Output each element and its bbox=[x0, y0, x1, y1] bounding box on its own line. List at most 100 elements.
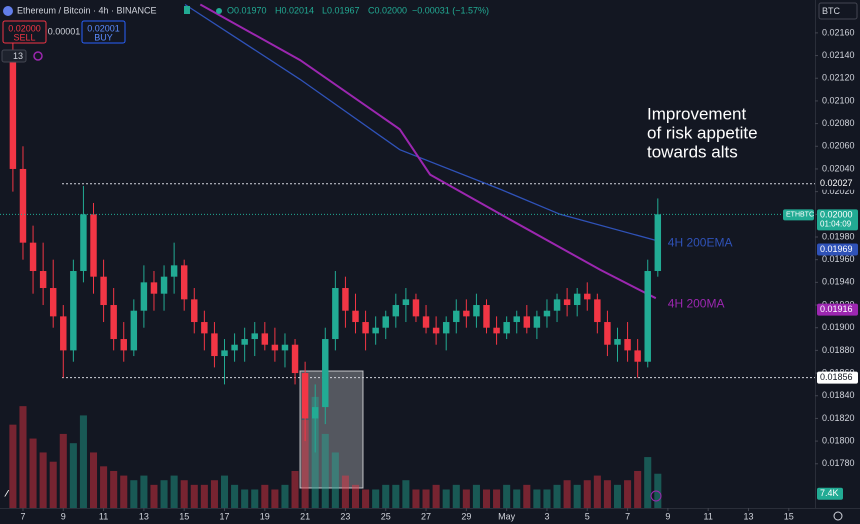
ohlc-high: H0.02014 bbox=[275, 5, 314, 15]
candle-body bbox=[251, 333, 258, 340]
buy-price: 0.02001 bbox=[87, 23, 120, 33]
volume-bar bbox=[19, 406, 27, 508]
indicator-count: 13 bbox=[13, 51, 23, 61]
candle-body bbox=[563, 299, 571, 306]
moving-average-line bbox=[184, 3, 656, 242]
volume-bar bbox=[362, 489, 370, 508]
y-tick-label: 0.02080 bbox=[822, 118, 855, 128]
candle-body bbox=[80, 214, 87, 272]
alert-icon[interactable] bbox=[650, 490, 662, 502]
price-tag bbox=[817, 371, 858, 384]
candle-body bbox=[110, 305, 117, 340]
volume-bar bbox=[281, 484, 289, 508]
y-tick-label: 0.02100 bbox=[822, 95, 855, 105]
volume-bar bbox=[503, 484, 511, 508]
volume-bar bbox=[493, 489, 501, 508]
y-tick-label: 0.01840 bbox=[822, 390, 855, 400]
y-tick-label: 0.02160 bbox=[822, 27, 855, 37]
candle-body bbox=[191, 299, 198, 323]
candle-body bbox=[624, 339, 631, 351]
x-tick-label: 13 bbox=[139, 511, 149, 521]
candle-body bbox=[573, 293, 581, 306]
x-tick-label: 15 bbox=[784, 511, 794, 521]
annotation: towards alts bbox=[647, 142, 738, 161]
indicator-toggle[interactable] bbox=[1, 49, 27, 63]
settings-icon[interactable] bbox=[833, 511, 843, 521]
candle-body bbox=[584, 293, 591, 300]
candle-body bbox=[39, 271, 47, 289]
x-tick-label: 7 bbox=[20, 511, 25, 521]
price-tag-label: 0.01969 bbox=[820, 244, 853, 254]
candle-body bbox=[160, 276, 168, 294]
volume-bar bbox=[160, 480, 168, 508]
x-tick-label: 15 bbox=[179, 511, 189, 521]
x-tick-label: 29 bbox=[461, 511, 471, 521]
countdown: 01:04:09 bbox=[820, 219, 852, 228]
volume-bar bbox=[634, 470, 642, 508]
candle-body bbox=[311, 407, 319, 419]
y-tick-label: 0.01880 bbox=[822, 345, 855, 355]
x-tick-label: 17 bbox=[220, 511, 230, 521]
volume-bar bbox=[372, 489, 380, 508]
symbol-tag-label: ETHBTC bbox=[786, 212, 814, 219]
candle-body bbox=[231, 344, 238, 351]
candle-body bbox=[170, 265, 178, 277]
candle-body bbox=[281, 344, 289, 351]
x-tick-label: 19 bbox=[260, 511, 270, 521]
buy-button[interactable] bbox=[81, 20, 126, 44]
volume-bar bbox=[231, 484, 239, 508]
candle-body bbox=[543, 310, 551, 317]
moving-average-line bbox=[199, 3, 657, 300]
candle-body bbox=[49, 288, 57, 317]
sell-button[interactable] bbox=[2, 20, 47, 44]
candle-body bbox=[382, 316, 389, 328]
candle-body bbox=[362, 322, 369, 334]
volume-bar bbox=[573, 484, 581, 508]
volume-bar bbox=[603, 480, 611, 508]
chart-title: Ethereum / Bitcoin · 4h · BINANCE bbox=[17, 5, 157, 15]
y-tick-label: 0.02140 bbox=[822, 50, 855, 60]
volume-bar bbox=[351, 484, 360, 508]
volume-bar bbox=[291, 470, 299, 508]
symbol-tag bbox=[783, 209, 814, 221]
candle-body bbox=[19, 168, 27, 243]
candle-body bbox=[614, 339, 621, 345]
indicator-icon[interactable] bbox=[33, 51, 43, 61]
y-tick-label: 0.02020 bbox=[822, 186, 855, 196]
volume-bar bbox=[341, 475, 349, 508]
annotation: of risk appetite bbox=[647, 123, 758, 142]
candle-body bbox=[463, 310, 470, 317]
last-price-label: 0.02000 bbox=[820, 210, 853, 220]
x-tick-label: May bbox=[498, 511, 516, 521]
symbol-icon bbox=[3, 6, 13, 16]
volume-bar bbox=[644, 457, 652, 508]
volume-bar bbox=[553, 484, 561, 508]
volume-bar bbox=[89, 452, 98, 508]
y-tick-label: 0.02040 bbox=[822, 163, 855, 173]
currency-box[interactable] bbox=[818, 2, 858, 20]
volume-bar bbox=[150, 484, 158, 508]
candle-body bbox=[493, 327, 500, 334]
candle-body bbox=[140, 282, 148, 311]
volume-bar bbox=[422, 489, 430, 508]
volume-bar bbox=[271, 489, 279, 508]
volume-tag-label: 7.4K bbox=[820, 488, 839, 498]
volume-bar bbox=[251, 489, 259, 508]
volume-bar bbox=[593, 475, 601, 508]
price-tag-label: 0.02027 bbox=[820, 178, 853, 188]
volume-bar bbox=[190, 484, 198, 508]
candle-body bbox=[533, 316, 541, 328]
x-tick-label: 23 bbox=[340, 511, 350, 521]
logo: ⁄ bbox=[4, 488, 10, 498]
y-tick-label: 0.02060 bbox=[822, 141, 855, 151]
y-tick-label: 0.01800 bbox=[822, 435, 855, 445]
volume-bar bbox=[523, 484, 531, 508]
price-tag bbox=[817, 243, 858, 256]
volume-bar bbox=[613, 484, 622, 508]
candle-body bbox=[60, 316, 67, 351]
volume-tag bbox=[817, 487, 843, 500]
candle-body bbox=[654, 214, 662, 272]
ohlc-low: L0.01967 bbox=[322, 5, 360, 15]
volume-bar bbox=[49, 461, 57, 508]
volume-bar bbox=[311, 396, 319, 508]
